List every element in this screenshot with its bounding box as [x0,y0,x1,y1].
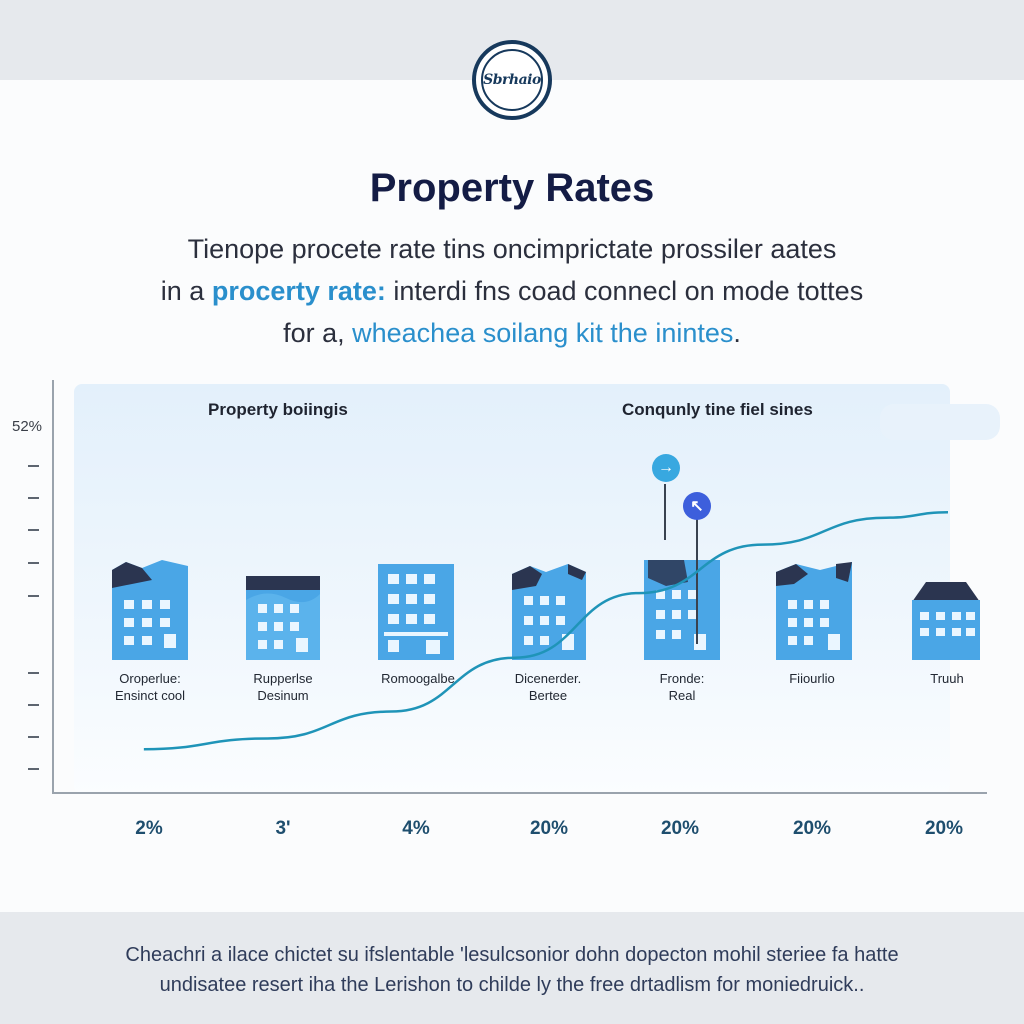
subtitle-line-2-post: interdi fns coad connecl on mode tottes [385,276,864,306]
value-label: 20% [792,818,832,839]
building-illustration-7 [912,582,980,660]
category-label: Dicenerder. Bertee [514,671,582,703]
chart-panel-tab [880,404,1000,440]
building-illustration-5 [644,560,720,660]
building-illustration-4 [512,564,586,660]
y-tick [28,595,39,597]
pin-stem [664,484,666,540]
logo-text: Sbrhaio [483,72,541,88]
building-illustration-3 [378,564,454,660]
subtitle-line-1: Tienope procete rate tins oncimprictate … [187,234,837,264]
value-label: 3' [275,818,291,839]
category-label: Oroperlue: Ensinct cool [114,671,186,703]
y-tick [28,704,39,706]
page-title: Property Rates [369,166,655,210]
value-label: 4% [402,818,430,839]
section-title-right: Conqunly tine fiel sines [622,400,813,419]
subtitle-highlight-1: procerty rate: [211,276,386,306]
value-label: 20% [924,818,964,839]
building-illustration-6 [776,562,852,660]
subtitle-line-3-post: . [733,318,741,348]
y-tick [28,768,39,770]
building-illustration-1 [112,560,188,660]
value-label: 2% [135,818,163,839]
footer-band [0,912,1024,1024]
subtitle-highlight-2: wheachea soilang kit the inintes [352,318,734,348]
category-label: Rupperlse Desinum [253,671,313,703]
y-axis-top-label: 52% [12,418,43,435]
y-tick [28,497,39,499]
y-tick [28,736,39,738]
subtitle-line-3-pre: for a, [283,318,353,348]
y-tick [28,562,39,564]
logo-ring: Sbrhaio [481,49,543,111]
subtitle-line-2: in a procerty rate: interdi fns coad con… [60,270,964,312]
footer-text: Cheachri a ilace chictet su ifslentable … [40,940,984,1000]
footer-line-1: Cheachri a ilace chictet su ifslentable … [125,944,899,966]
footer-line-2: undisatee resert iha the Lerishon to chi… [159,974,865,996]
category-label: Fronde: Real [659,671,705,703]
building-illustration-2 [246,576,320,660]
x-axis [52,792,987,794]
y-tick [28,465,39,467]
category-label: Truuh [930,671,964,686]
y-tick [28,529,39,531]
section-title-left: Property boiingis [208,400,348,419]
y-axis [52,380,54,794]
arrow-up-left-icon[interactable]: ↖ [683,492,711,520]
arrow-right-icon[interactable]: → [652,454,680,482]
value-label: 20% [529,818,569,839]
category-label: Romoogalbe [381,671,455,686]
subtitle: Tienope procete rate tins oncimprictate … [60,228,964,354]
category-label: Fiiourlio [789,671,835,686]
subtitle-line-2-pre: in a [160,276,212,306]
value-label: 20% [660,818,700,839]
pin-stem [696,518,698,644]
y-tick [28,672,39,674]
brand-logo: Sbrhaio [472,40,552,120]
subtitle-line-3: for a, wheachea soilang kit the inintes. [60,312,964,354]
